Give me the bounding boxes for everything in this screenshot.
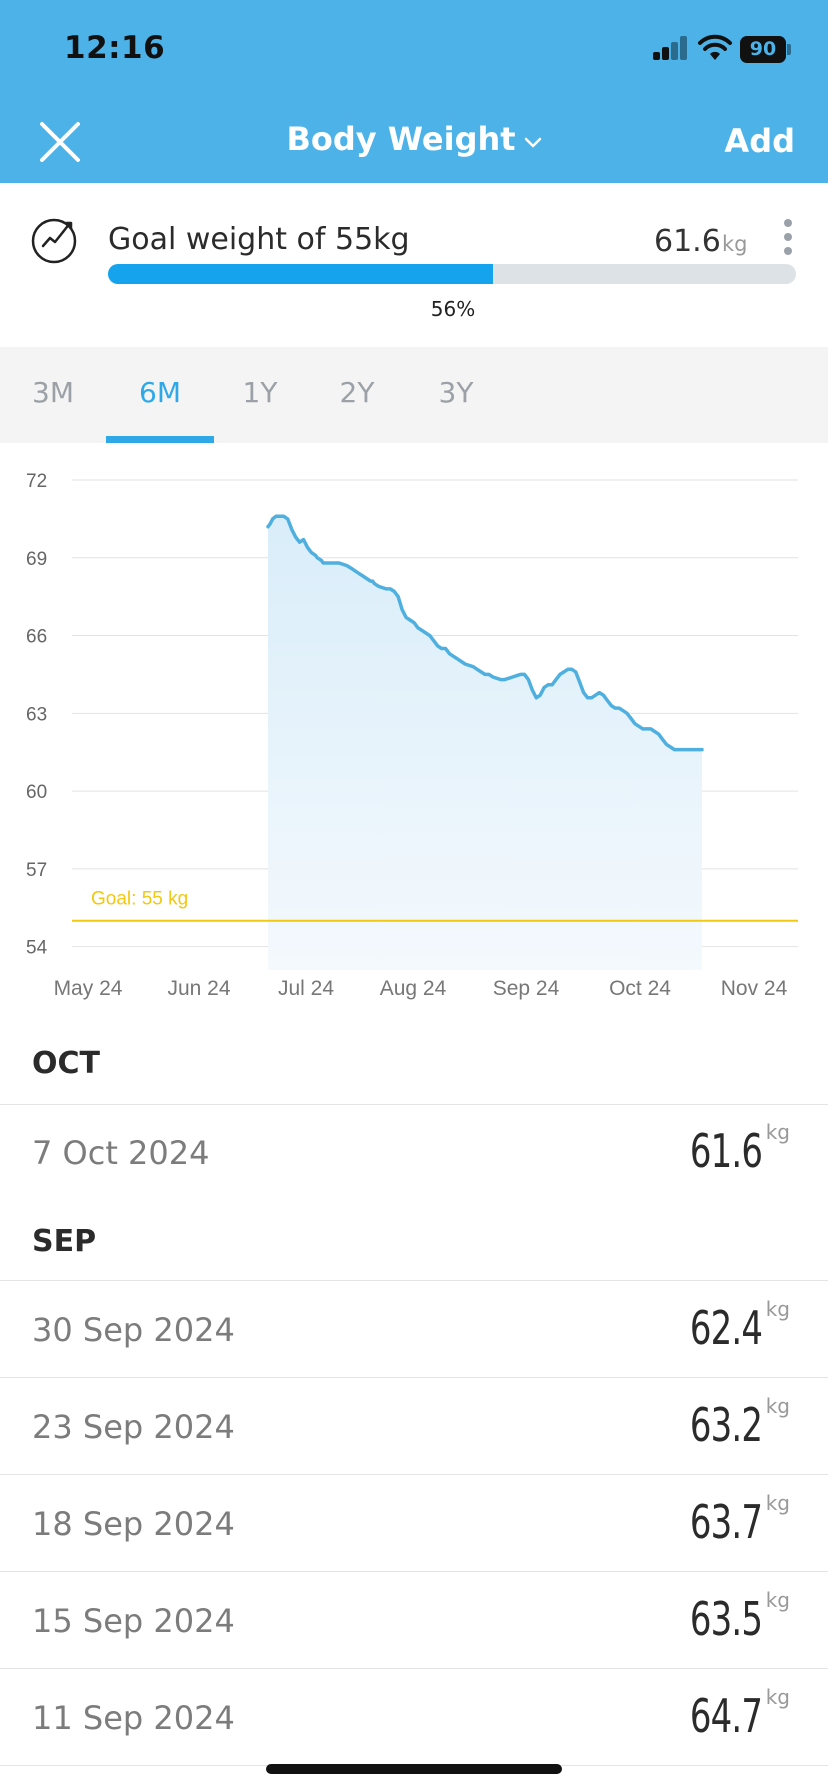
entry-date: 11 Sep 2024 <box>32 1699 235 1737</box>
x-tick-label: Nov 24 <box>721 977 788 1000</box>
x-tick-label: May 24 <box>54 977 123 1000</box>
tab-label: 3Y <box>438 376 474 409</box>
entry-date: 18 Sep 2024 <box>32 1505 235 1543</box>
chevron-down-icon <box>524 137 541 147</box>
x-tick-label: Aug 24 <box>380 977 447 1000</box>
cellular-signal-icon <box>653 36 689 60</box>
x-tick-label: Jun 24 <box>167 977 230 1000</box>
x-tick-label: Jul 24 <box>278 977 334 1000</box>
entry-unit: kg <box>765 1491 790 1515</box>
title-dropdown[interactable]: Body Weight <box>0 120 828 158</box>
month-header-oct: OCT <box>32 1046 100 1081</box>
divider <box>0 1280 828 1281</box>
goal-label: Goal weight of 55kg <box>108 222 410 257</box>
weight-entry-row[interactable]: 15 Sep 2024 63.5 kg <box>0 1574 828 1670</box>
goal-progress-bar <box>108 264 796 284</box>
tab-label: 3M <box>32 376 74 409</box>
entry-value: 63.2 <box>689 1398 763 1452</box>
y-tick-label: 63 <box>26 704 47 725</box>
weight-entry-row[interactable]: 23 Sep 2024 63.2 kg <box>0 1380 828 1476</box>
tab-3y[interactable]: 3Y <box>408 347 504 443</box>
current-weight-value: 61.6 <box>654 224 721 259</box>
month-header-sep: SEP <box>32 1224 97 1259</box>
entry-value: 63.7 <box>689 1495 763 1549</box>
more-options-icon[interactable] <box>782 219 794 259</box>
y-tick-label: 72 <box>26 471 47 492</box>
y-tick-label: 57 <box>26 860 47 881</box>
divider <box>0 1668 828 1669</box>
goal-progress-percent: 56% <box>430 297 476 321</box>
entry-value: 61.6 <box>689 1124 763 1178</box>
tab-6m[interactable]: 6M <box>106 347 214 443</box>
page-title: Body Weight <box>286 120 516 158</box>
y-tick-label: 54 <box>26 938 48 959</box>
wifi-icon <box>698 34 732 60</box>
weight-area-fill <box>268 516 702 970</box>
divider <box>0 1377 828 1378</box>
entry-date: 23 Sep 2024 <box>32 1408 235 1446</box>
goal-line-label: Goal: 55 kg <box>91 889 188 910</box>
status-time: 12:16 <box>64 30 166 66</box>
tab-label: 6M <box>139 376 181 409</box>
x-tick-label: Oct 24 <box>609 977 671 1000</box>
entry-unit: kg <box>765 1588 790 1612</box>
entry-unit: kg <box>765 1394 790 1418</box>
weight-entry-row[interactable]: 11 Sep 2024 64.7 kg <box>0 1671 828 1767</box>
close-icon[interactable] <box>36 118 84 166</box>
tab-label: 1Y <box>242 376 278 409</box>
home-indicator <box>266 1764 562 1774</box>
entry-value: 62.4 <box>689 1301 763 1355</box>
weight-series-line <box>266 514 704 752</box>
battery-indicator: 90 <box>740 36 786 63</box>
tab-active-underline <box>106 436 214 443</box>
entry-value: 63.5 <box>689 1592 763 1646</box>
x-tick-label: Sep 24 <box>493 977 560 1000</box>
tab-label: 2Y <box>339 376 375 409</box>
goal-target-icon <box>31 218 77 264</box>
range-tabs: 3M 6M 1Y 2Y 3Y <box>0 347 828 443</box>
current-weight-unit: kg <box>722 232 748 256</box>
y-tick-label: 60 <box>26 782 47 803</box>
entry-date: 7 Oct 2024 <box>32 1134 210 1172</box>
add-button[interactable]: Add <box>724 122 795 160</box>
y-tick-label: 69 <box>26 549 47 570</box>
weight-entry-row[interactable]: 7 Oct 2024 61.6 kg <box>0 1106 828 1202</box>
battery-cap <box>787 44 791 55</box>
tab-1y[interactable]: 1Y <box>214 347 306 443</box>
weight-entry-row[interactable]: 18 Sep 2024 63.7 kg <box>0 1477 828 1573</box>
tab-2y[interactable]: 2Y <box>306 347 408 443</box>
entry-date: 30 Sep 2024 <box>32 1311 235 1349</box>
y-tick-label: 66 <box>26 627 47 648</box>
entry-value: 64.7 <box>689 1689 763 1743</box>
entry-date: 15 Sep 2024 <box>32 1602 235 1640</box>
divider <box>0 1104 828 1105</box>
divider <box>0 1474 828 1475</box>
tab-3m[interactable]: 3M <box>0 347 106 443</box>
header-bar: 12:16 90 Body Weight Add <box>0 0 828 183</box>
entry-unit: kg <box>765 1297 790 1321</box>
goal-progress-fill <box>108 264 494 284</box>
weight-entry-row[interactable]: 30 Sep 2024 62.4 kg <box>0 1283 828 1379</box>
weight-chart: 72 69 66 63 60 57 54 May 24 Jun 24 Jul 24 Aug 24 Se… <box>26 471 798 1000</box>
divider <box>0 1571 828 1572</box>
entry-unit: kg <box>765 1120 790 1144</box>
entry-unit: kg <box>765 1685 790 1709</box>
